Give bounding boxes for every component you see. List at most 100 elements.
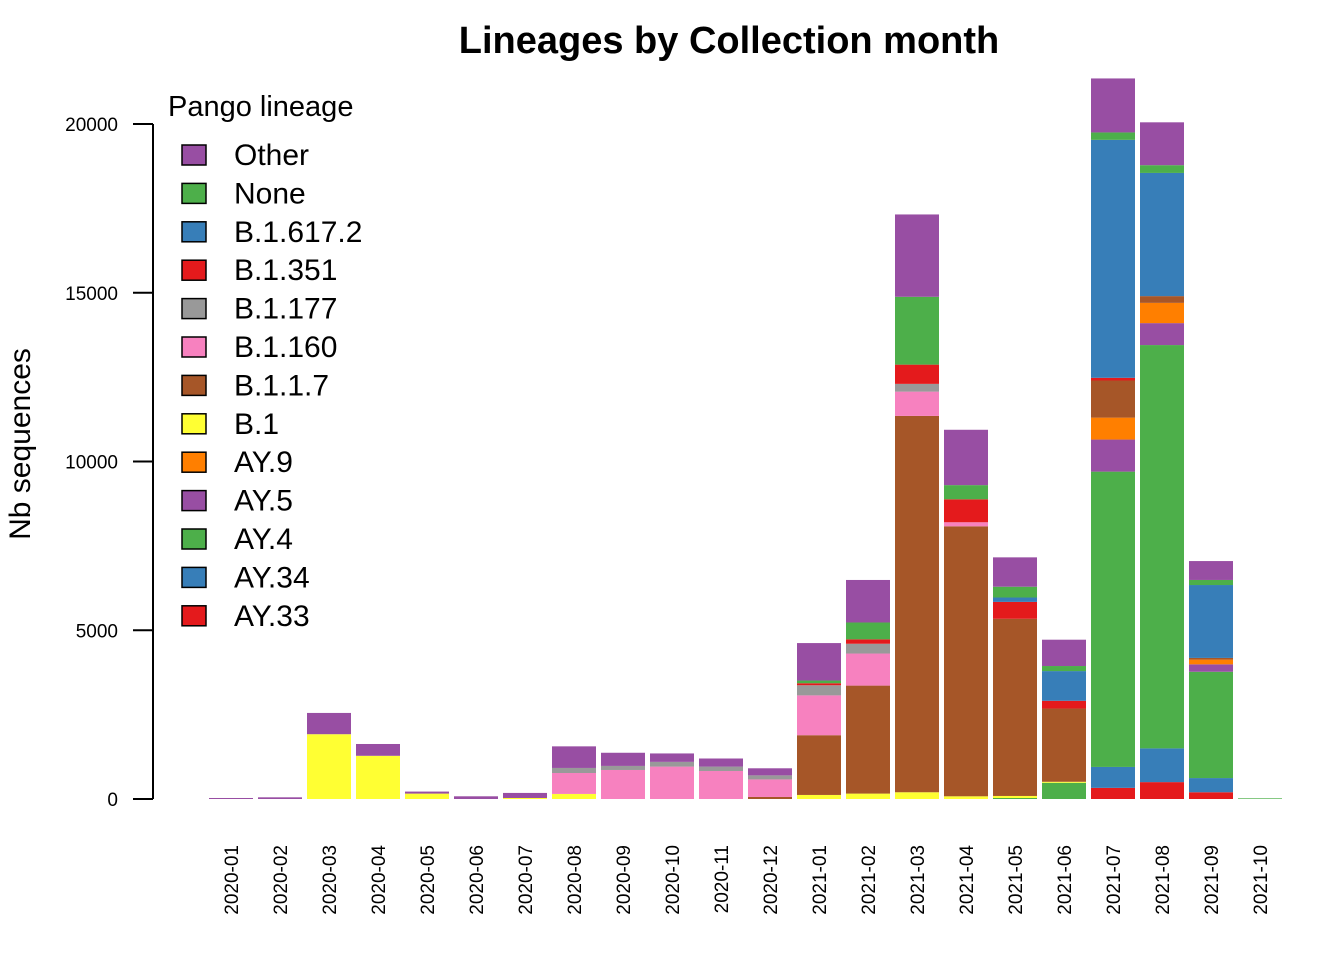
bar-segment — [1091, 417, 1135, 440]
y-tick-label: 20000 — [65, 115, 118, 136]
bar-segment — [846, 793, 890, 799]
bar-segment — [1189, 585, 1233, 658]
x-tick-label: 2020-12 — [761, 845, 782, 915]
x-tick-label: 2021-05 — [1006, 845, 1027, 915]
bar-segment — [1140, 782, 1184, 799]
bar-segment — [552, 773, 596, 794]
bar-segment — [993, 557, 1037, 587]
bar-segment — [944, 499, 988, 523]
x-tick-label: 2021-01 — [810, 845, 831, 915]
bar-segment — [1140, 122, 1184, 166]
bar-segment — [1140, 172, 1184, 297]
bar-segment — [699, 758, 743, 767]
bar-segment — [699, 766, 743, 771]
x-tick-label: 2021-07 — [1104, 845, 1125, 915]
bar-segment — [552, 746, 596, 768]
legend-label: Other — [234, 139, 309, 172]
x-tick-label: 2020-04 — [369, 845, 390, 915]
x-tick-label: 2020-03 — [320, 845, 341, 915]
bar-segment — [356, 755, 400, 799]
bar-segment — [797, 735, 841, 795]
bar-segment — [1091, 787, 1135, 799]
bar-segment — [895, 415, 939, 793]
x-tick-label: 2021-08 — [1153, 845, 1174, 915]
bar-segment — [1189, 561, 1233, 580]
bar-segment — [356, 743, 400, 756]
bar-segment — [258, 797, 302, 799]
bar-segment — [1091, 78, 1135, 133]
bar-segment — [1189, 778, 1233, 793]
bar-segment — [895, 214, 939, 297]
legend-label: None — [234, 177, 306, 210]
bar-segment — [895, 364, 939, 384]
bar-segment — [748, 775, 792, 780]
legend-label: B.1.177 — [234, 293, 337, 326]
bar-segment — [993, 597, 1037, 602]
x-tick-label: 2020-01 — [222, 845, 243, 915]
bar-segment — [405, 791, 449, 794]
bar-segment — [993, 618, 1037, 796]
x-tick-label: 2021-10 — [1251, 845, 1272, 915]
x-tick-label: 2020-10 — [663, 845, 684, 915]
legend-label: AY.5 — [234, 485, 293, 518]
bar-segment — [650, 766, 694, 799]
bar-segment — [1189, 671, 1233, 779]
bar-segment — [1189, 579, 1233, 586]
legend-swatch — [181, 566, 207, 589]
y-tick-label: 10000 — [65, 453, 118, 474]
legend-swatch — [181, 605, 207, 627]
y-tick-label: 0 — [107, 790, 118, 811]
legend-label: B.1.160 — [234, 331, 337, 364]
bar-segment — [895, 391, 939, 416]
bar-segment — [797, 683, 841, 686]
legend-swatch — [181, 451, 207, 473]
bar-segment — [1189, 659, 1233, 665]
bar-segment — [846, 643, 890, 654]
x-tick-label: 2020-11 — [712, 845, 733, 913]
x-tick-label: 2021-02 — [859, 845, 880, 915]
bar-segment — [699, 770, 743, 799]
bar-segment — [503, 797, 547, 799]
bar-segment — [993, 601, 1037, 619]
bar-segment — [748, 779, 792, 797]
legend-label: B.1.351 — [234, 254, 337, 287]
bar-segment — [601, 765, 645, 770]
bar-segment — [1042, 700, 1086, 709]
bar-segment — [1042, 671, 1086, 701]
y-tick-label: 5000 — [76, 621, 118, 642]
bar-segment — [1042, 639, 1086, 667]
bar-segment — [846, 639, 890, 644]
bar-segment — [1091, 139, 1135, 378]
bar-segment — [1091, 132, 1135, 140]
x-tick-label: 2020-07 — [516, 845, 537, 915]
bar-segment — [1140, 165, 1184, 173]
x-tick-label: 2020-09 — [614, 845, 635, 915]
y-axis-label: Nb sequences — [4, 348, 37, 540]
bar-segment — [601, 752, 645, 766]
bar-segment — [1140, 323, 1184, 346]
bar-segment — [601, 769, 645, 799]
bars-group — [209, 78, 1282, 799]
legend-swatch — [181, 221, 207, 243]
x-tick-label: 2021-09 — [1202, 845, 1223, 915]
bar-segment — [895, 792, 939, 799]
bar-segment — [1091, 377, 1135, 381]
bar-segment — [1140, 296, 1184, 303]
bar-segment — [1238, 798, 1282, 799]
chart-title: Lineages by Collection month — [459, 20, 1000, 62]
legend-swatch — [181, 144, 207, 166]
bar-segment — [993, 797, 1037, 799]
bar-segment — [1140, 748, 1184, 783]
bar-segment — [552, 793, 596, 799]
bar-segment — [797, 794, 841, 799]
bar-segment — [993, 586, 1037, 598]
bar-segment — [797, 643, 841, 681]
legend-swatch — [181, 413, 207, 435]
bar-segment — [944, 429, 988, 486]
bar-segment — [1042, 666, 1086, 672]
bar-segment — [1042, 708, 1086, 782]
bar-segment — [650, 753, 694, 762]
legend-swatch — [181, 336, 207, 358]
legend-swatch — [181, 489, 207, 512]
